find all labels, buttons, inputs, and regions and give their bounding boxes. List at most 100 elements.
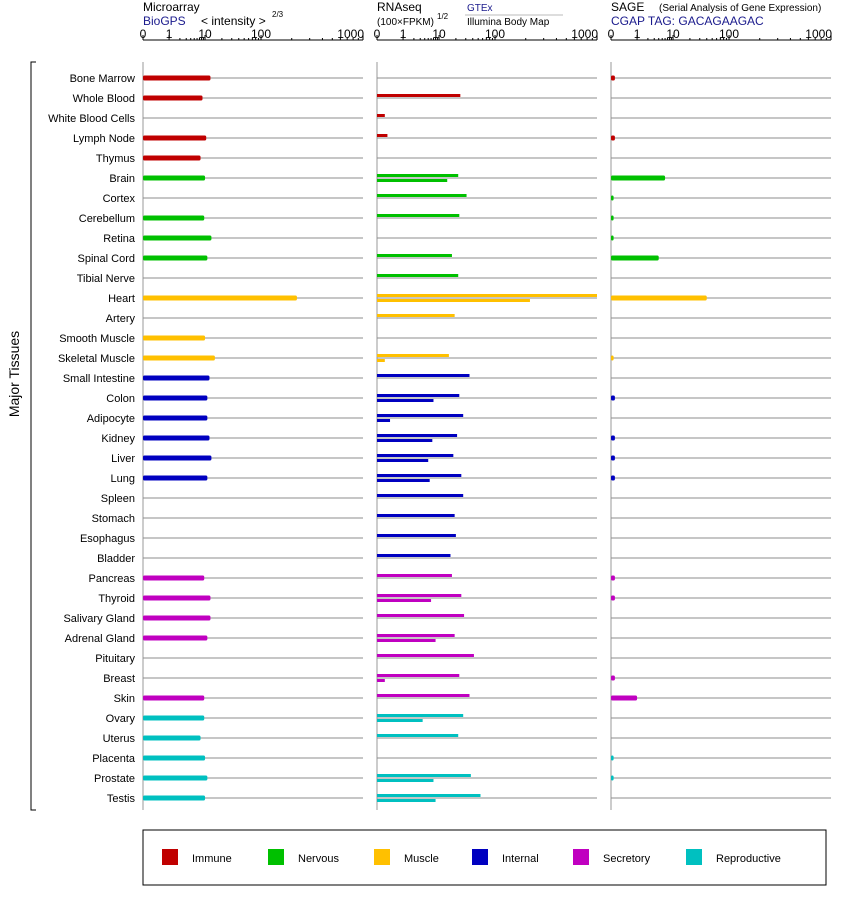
microarray-bar bbox=[143, 595, 211, 601]
sage-bar bbox=[611, 595, 615, 601]
sage-tick-label: 1000 bbox=[805, 27, 832, 41]
legend-swatch-nervous bbox=[268, 849, 284, 865]
microarray-bar bbox=[143, 335, 206, 341]
rnaseq-bar bbox=[377, 694, 470, 697]
rnaseq-bar bbox=[377, 679, 385, 682]
rnaseq-bar bbox=[377, 434, 458, 437]
rnaseq-bar bbox=[377, 214, 460, 217]
tissue-label: Spleen bbox=[101, 493, 135, 505]
rnaseq-bar bbox=[377, 134, 388, 137]
microarray-tick-label: 1000 bbox=[337, 27, 364, 41]
sage-bar bbox=[611, 175, 666, 181]
tissue-bracket bbox=[30, 61, 36, 811]
tissue-label: Thymus bbox=[96, 153, 136, 165]
rnaseq-bar bbox=[377, 479, 430, 482]
rnaseq-bar bbox=[377, 399, 434, 402]
tissue-label: Retina bbox=[103, 233, 136, 245]
rnaseq-bar bbox=[377, 414, 464, 417]
microarray-bar bbox=[143, 475, 208, 481]
legend-label-secretory: Secretory bbox=[603, 853, 651, 865]
tissue-label: Testis bbox=[107, 793, 136, 805]
tissue-label: Brain bbox=[109, 173, 135, 185]
tissue-label: Pancreas bbox=[89, 573, 136, 585]
rnaseq-tick-label: 10 bbox=[432, 27, 446, 41]
tissue-label: Lung bbox=[111, 473, 135, 485]
rnaseq-bar bbox=[377, 94, 461, 97]
tissue-label: Heart bbox=[108, 293, 135, 305]
tissue-label: Spinal Cord bbox=[78, 253, 135, 265]
rnaseq-bar bbox=[377, 574, 452, 577]
sage-bar bbox=[611, 755, 614, 761]
tissue-label: Ovary bbox=[106, 713, 136, 725]
sage-bar bbox=[611, 395, 615, 401]
tissue-label: Salivary Gland bbox=[63, 613, 135, 625]
rnaseq-bar bbox=[377, 634, 455, 637]
rnaseq-bar bbox=[377, 674, 460, 677]
sage-bar bbox=[611, 255, 659, 261]
tissue-label: Thyroid bbox=[98, 593, 135, 605]
legend-label-muscle: Muscle bbox=[404, 853, 439, 865]
rnaseq-tick-label: 0 bbox=[374, 27, 381, 41]
rnaseq-tick-label: 100 bbox=[485, 27, 505, 41]
rnaseq-bar bbox=[377, 294, 597, 297]
rnaseq-bar bbox=[377, 314, 455, 317]
tissue-label: Esophagus bbox=[80, 533, 136, 545]
rnaseq-bar bbox=[377, 639, 436, 642]
microarray-tick-label: 1 bbox=[166, 27, 173, 41]
tissue-label: Small Intestine bbox=[63, 373, 135, 385]
tissue-label: Kidney bbox=[101, 433, 135, 445]
tissue-label: Colon bbox=[106, 393, 135, 405]
rnaseq-title: RNAseq bbox=[377, 0, 422, 14]
microarray-bar bbox=[143, 715, 205, 721]
rnaseq-bar bbox=[377, 799, 436, 802]
microarray-bar bbox=[143, 355, 215, 361]
rnaseq-bar bbox=[377, 794, 481, 797]
tissue-label: Skeletal Muscle bbox=[58, 353, 135, 365]
tissue-label: Liver bbox=[111, 453, 135, 465]
rnaseq-bar bbox=[377, 599, 432, 602]
sage-bar bbox=[611, 475, 615, 481]
sage-bar bbox=[611, 295, 707, 301]
sage-note: (Serial Analysis of Gene Expression) bbox=[659, 3, 821, 14]
rnaseq-bar bbox=[377, 779, 434, 782]
tissue-label: Adipocyte bbox=[87, 413, 135, 425]
tissue-label: Cortex bbox=[103, 193, 136, 205]
microarray-scale-exponent: 2/3 bbox=[272, 10, 284, 19]
microarray-bar bbox=[143, 775, 208, 781]
rnaseq-bar bbox=[377, 299, 530, 302]
microarray-bar bbox=[143, 155, 201, 161]
y-axis-label: Major Tissues bbox=[6, 331, 22, 417]
rnaseq-bar bbox=[377, 459, 429, 462]
rnaseq-tick-label: 1 bbox=[400, 27, 407, 41]
microarray-bar bbox=[143, 295, 297, 301]
microarray-bar bbox=[143, 635, 208, 641]
rnaseq-bar bbox=[377, 439, 433, 442]
legend-swatch-secretory bbox=[573, 849, 589, 865]
tissue-label: Breast bbox=[103, 673, 135, 685]
tissue-label: Stomach bbox=[92, 513, 135, 525]
rnaseq-bar bbox=[377, 494, 464, 497]
rnaseq-bar bbox=[377, 179, 448, 182]
rnaseq-scale-label: (100×FPKM) bbox=[377, 17, 434, 28]
microarray-tick-label: 0 bbox=[140, 27, 147, 41]
rnaseq-bar bbox=[377, 354, 449, 357]
microarray-bar bbox=[143, 795, 206, 801]
microarray-bar bbox=[143, 235, 212, 241]
microarray-scale-label: < intensity > bbox=[201, 14, 266, 28]
tissue-label: Artery bbox=[106, 313, 136, 325]
tissue-label: Pituitary bbox=[95, 653, 135, 665]
legend-swatch-reproductive bbox=[686, 849, 702, 865]
rnaseq-bar bbox=[377, 114, 385, 117]
microarray-source: BioGPS bbox=[143, 14, 186, 28]
sage-tick-label: 100 bbox=[719, 27, 739, 41]
microarray-bar bbox=[143, 135, 207, 141]
microarray-bar bbox=[143, 75, 211, 81]
rnaseq-tick-label: 1000 bbox=[571, 27, 598, 41]
rnaseq-bar bbox=[377, 194, 467, 197]
microarray-tick-label: 100 bbox=[251, 27, 271, 41]
tissue-label: Prostate bbox=[94, 773, 135, 785]
microarray-tick-label: 10 bbox=[198, 27, 212, 41]
rnaseq-bar bbox=[377, 774, 471, 777]
tissue-label: Placenta bbox=[92, 753, 136, 765]
